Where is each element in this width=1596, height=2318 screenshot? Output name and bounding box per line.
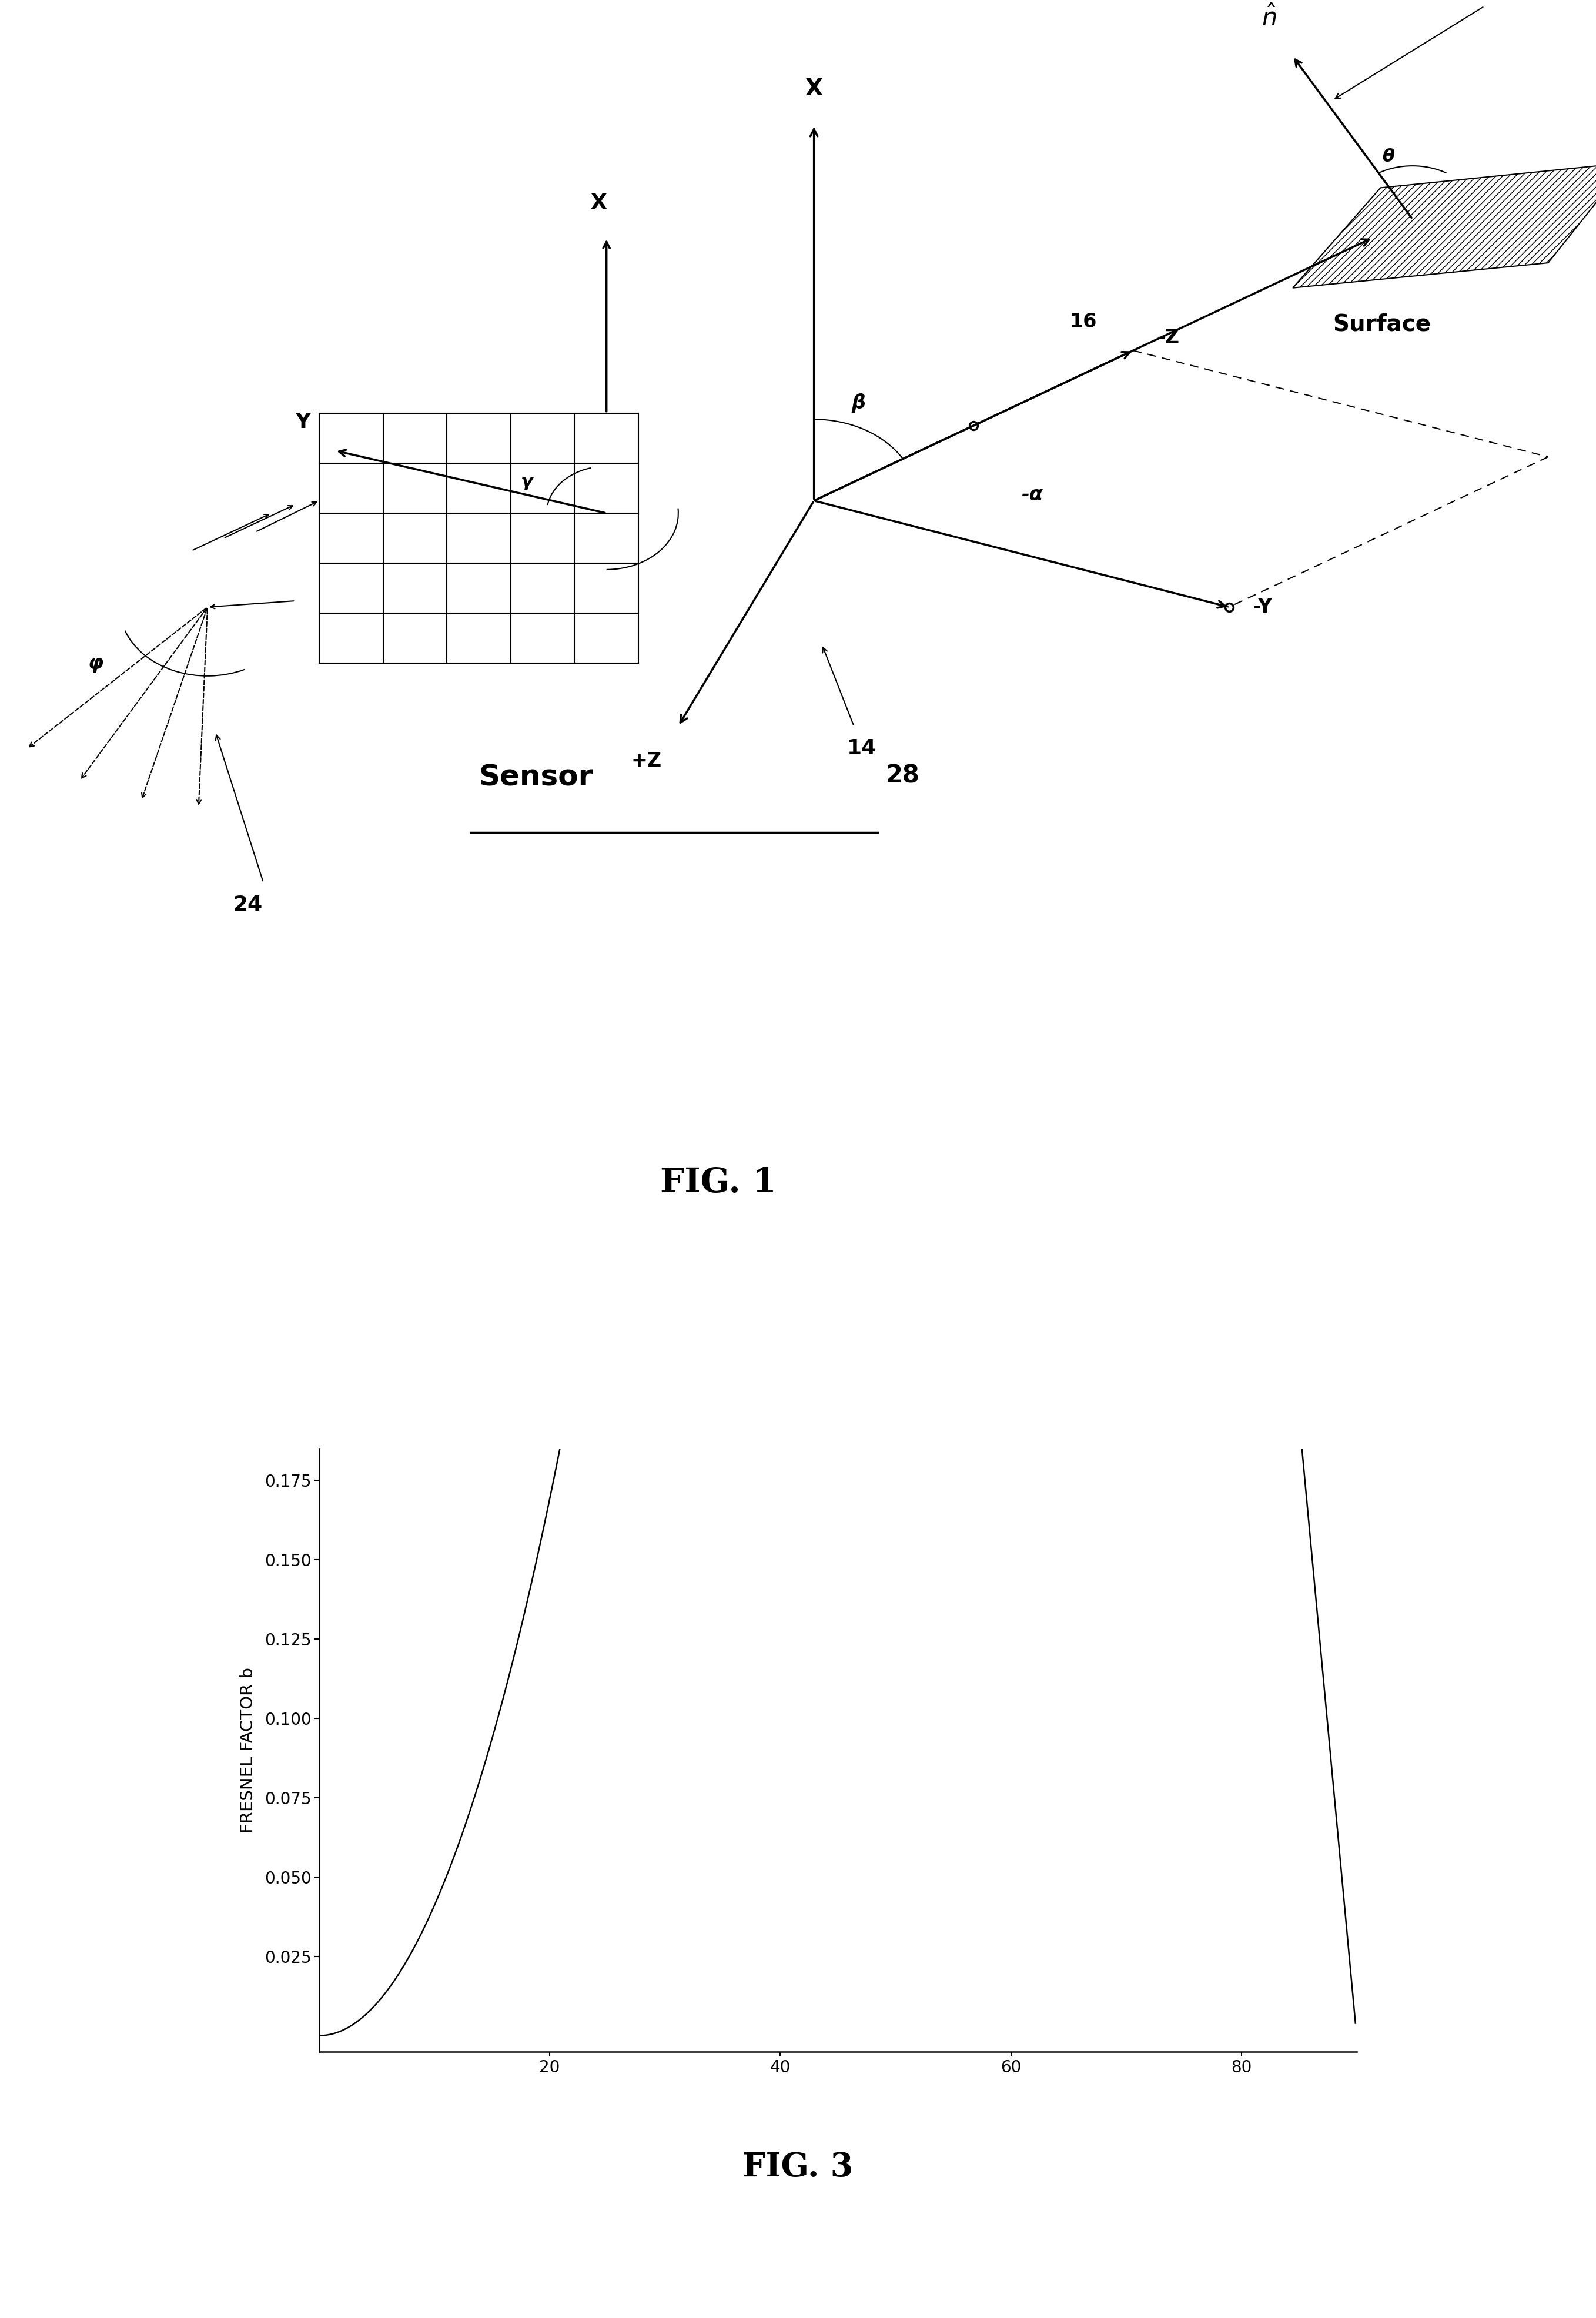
Text: +Z: +Z — [630, 751, 662, 770]
Text: 28: 28 — [886, 763, 919, 788]
Text: $\hat{n}$: $\hat{n}$ — [1261, 7, 1277, 30]
Text: β: β — [852, 394, 865, 413]
Text: γ: γ — [520, 473, 533, 491]
Text: 14: 14 — [847, 739, 876, 758]
Text: -Z: -Z — [1157, 329, 1179, 348]
Text: -Y: -Y — [1253, 598, 1272, 617]
Text: Sensor: Sensor — [479, 763, 594, 793]
Text: FIG. 1: FIG. 1 — [661, 1166, 776, 1198]
Text: θ: θ — [1382, 148, 1395, 165]
Text: Surface: Surface — [1333, 313, 1432, 336]
Text: -α: -α — [1021, 484, 1044, 503]
Text: X: X — [591, 192, 606, 213]
Text: Y: Y — [295, 413, 311, 431]
Y-axis label: FRESNEL FACTOR b: FRESNEL FACTOR b — [239, 1667, 257, 1834]
Polygon shape — [1293, 162, 1596, 287]
Text: φ: φ — [88, 654, 104, 672]
Text: FIG. 3: FIG. 3 — [742, 2151, 854, 2184]
Text: 16: 16 — [1069, 313, 1096, 331]
Text: 24: 24 — [233, 895, 262, 916]
Text: X: X — [804, 79, 824, 100]
